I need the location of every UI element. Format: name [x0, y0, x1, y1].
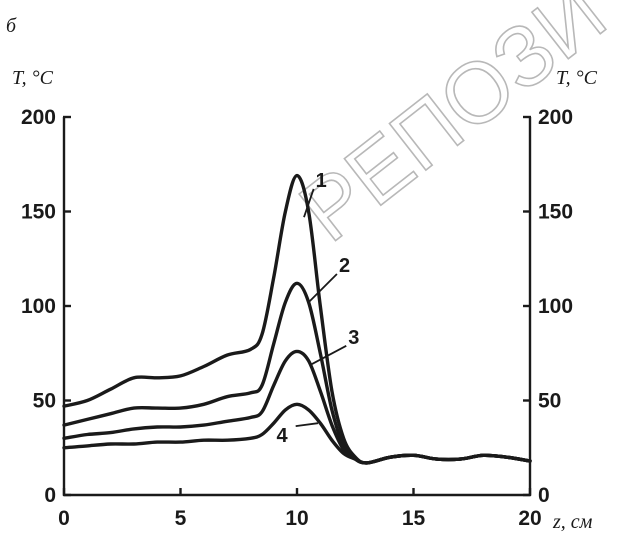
panel-label: б [6, 15, 17, 37]
series-line-4 [62, 402, 532, 465]
y-tick-label-left: 0 [44, 484, 56, 507]
x-tick-label: 10 [285, 507, 308, 530]
y-tick-label-left: 150 [21, 201, 56, 224]
y-tick-label-left: 200 [21, 106, 56, 129]
curve-leader-1 [303, 188, 315, 218]
y-axis-label-right: T, °C [556, 67, 598, 89]
x-tick-label: 20 [518, 507, 541, 530]
curve-label-4: 4 [277, 425, 289, 447]
curve-label-3: 3 [348, 327, 359, 349]
curve-labels: 1 2 3 4 [277, 170, 360, 447]
y-tick-label-right: 150 [538, 201, 573, 224]
curve-label-1: 1 [316, 170, 327, 192]
x-tick-label: 5 [175, 507, 187, 530]
curve-label-2: 2 [339, 255, 350, 277]
x-tick-label: 0 [58, 507, 70, 530]
series-line-1 [62, 173, 532, 465]
y-tick-label-right: 0 [538, 484, 550, 507]
y-tick-label-left: 100 [21, 295, 56, 318]
curve-leader-4 [295, 422, 319, 427]
x-axis-label: z, см [552, 511, 593, 533]
curve-leader-2 [308, 273, 338, 303]
y-tick-label-left: 50 [33, 390, 56, 413]
series-line-2 [62, 281, 532, 465]
x-tick-label: 15 [402, 507, 426, 530]
curve-leader-3 [310, 345, 347, 366]
y-tick-label-right: 100 [538, 295, 573, 318]
y-tick-label-right: 50 [538, 390, 561, 413]
curves [62, 173, 532, 465]
y-axis-label-left: T, °C [12, 67, 54, 89]
y-tick-label-right: 200 [538, 106, 573, 129]
